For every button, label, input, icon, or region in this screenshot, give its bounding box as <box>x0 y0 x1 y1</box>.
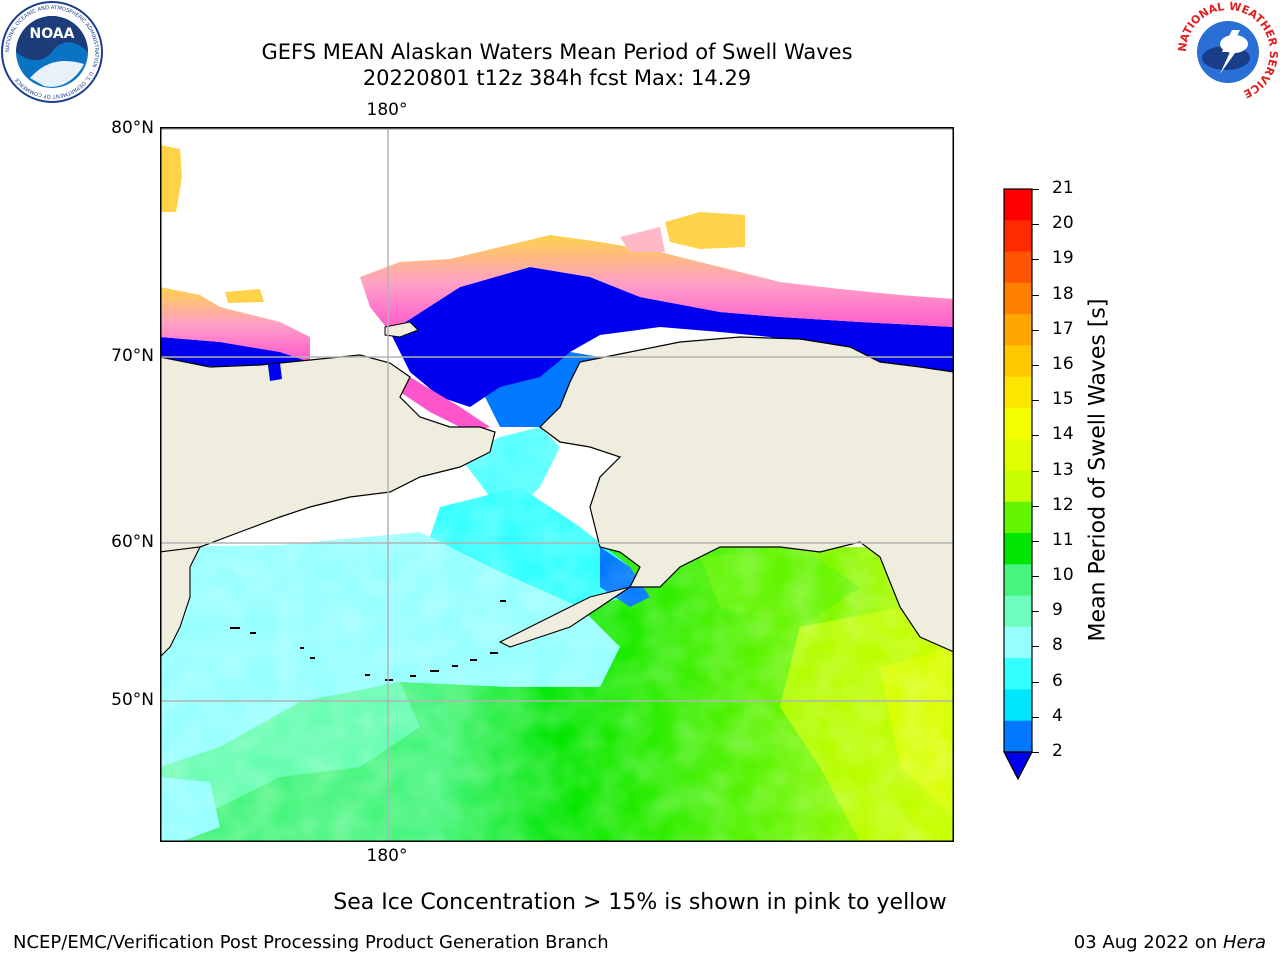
lat-label-80n: 80°N <box>111 118 154 138</box>
footer-date: 03 Aug 2022 on Hera <box>1074 932 1266 953</box>
footer-date-text: 03 Aug 2022 on <box>1073 932 1223 953</box>
colorbar-segment <box>1004 533 1032 565</box>
noaa-logo-text: NOAA <box>30 26 75 42</box>
colorbar-tick-mark <box>1032 294 1039 296</box>
colorbar-label: Mean Period of Swell Waves [s] <box>1085 298 1111 642</box>
nws-logo: NATIONAL WEATHER SERVICE <box>1176 0 1280 102</box>
colorbar-tick-mark <box>1032 611 1039 613</box>
colorbar-tick-label: 11 <box>1052 529 1074 550</box>
colorbar-tick-mark <box>1032 681 1039 683</box>
colorbar-tick-label: 9 <box>1052 600 1063 621</box>
colorbar-segment <box>1004 251 1032 284</box>
colorbar-tick-mark <box>1032 752 1039 753</box>
colorbar-tick-mark <box>1032 224 1039 226</box>
colorbar-tick-label: 2 <box>1052 741 1063 761</box>
colorbar-tick-label: 6 <box>1052 670 1063 691</box>
colorbar-tick-mark <box>1032 435 1039 437</box>
map-panel <box>160 127 954 842</box>
colorbar-tick-mark <box>1032 259 1039 261</box>
colorbar-tick-mark <box>1032 400 1039 402</box>
colorbar-tick-mark <box>1032 716 1039 718</box>
colorbar-tick-label: 17 <box>1052 318 1074 339</box>
colorbar-segment <box>1004 439 1032 471</box>
colorbar-tick-mark <box>1032 329 1039 331</box>
sea-ice-band <box>360 235 954 332</box>
colorbar <box>1003 188 1033 781</box>
colorbar-tick-label: 13 <box>1052 459 1074 480</box>
colorbar-segment <box>1004 501 1032 534</box>
colorbar-tick-label: 8 <box>1052 635 1063 656</box>
colorbar-tick-mark <box>1032 576 1039 578</box>
lat-label-70n: 70°N <box>111 346 154 366</box>
colorbar-tick-label: 15 <box>1052 389 1074 410</box>
kamchatka <box>160 546 201 658</box>
alaska-landmass <box>539 336 954 653</box>
alaska-peninsula <box>498 586 631 648</box>
colorbar-tick-label: 20 <box>1052 213 1074 234</box>
noaa-logo: NATIONAL OCEANIC AND ATMOSPHERIC ADMINIS… <box>1 1 103 103</box>
colorbar-segment <box>1004 658 1032 690</box>
colorbar-segment <box>1004 314 1032 346</box>
colorbar-segment <box>1004 470 1032 503</box>
lat-label-60n: 60°N <box>111 532 154 552</box>
colorbar-tick-mark <box>1032 540 1039 542</box>
colorbar-segment <box>1004 376 1032 409</box>
colorbar-tick-label: 4 <box>1052 705 1063 726</box>
colorbar-segment <box>1004 626 1032 659</box>
lon-label-top: 180° <box>366 100 408 120</box>
chart-title: GEFS MEAN Alaskan Waters Mean Period of … <box>261 40 853 64</box>
colorbar-tick-mark <box>1032 189 1039 190</box>
aleutian-islands <box>230 600 506 681</box>
colorbar-tick-mark <box>1032 364 1039 366</box>
colorbar-segment <box>1004 345 1032 378</box>
colorbar-segment <box>1004 564 1032 597</box>
lon-label-bottom: 180° <box>366 846 408 866</box>
colorbar-tick-label: 16 <box>1052 353 1074 374</box>
colorbar-tick-label: 10 <box>1052 565 1074 586</box>
colorbar-segment <box>1004 189 1032 221</box>
arctic-swell-field <box>390 267 954 407</box>
colorbar-segment <box>1004 689 1032 722</box>
footer-host: Hera <box>1222 932 1266 953</box>
colorbar-tick-mark <box>1032 505 1039 507</box>
colorbar-segment <box>1004 220 1032 253</box>
footer-credit: NCEP/EMC/Verification Post Processing Pr… <box>13 932 609 953</box>
colorbar-tick-label: 19 <box>1052 248 1074 269</box>
colorbar-segment <box>1004 407 1032 440</box>
sea-ice-note: Sea Ice Concentration > 15% is shown in … <box>333 890 947 915</box>
graticule <box>160 127 954 842</box>
colorbar-tick-mark <box>1032 470 1039 472</box>
chart-subtitle: 20220801 t12z 384h fcst Max: 14.29 <box>362 66 752 90</box>
lat-label-50n: 50°N <box>111 690 154 710</box>
colorbar-tick-label: 18 <box>1052 283 1074 304</box>
colorbar-segment <box>1004 595 1032 628</box>
colorbar-tick-label: 21 <box>1052 178 1074 198</box>
colorbar-segment <box>1004 720 1032 753</box>
colorbar-tick-label: 14 <box>1052 424 1074 445</box>
colorbar-tick-label: 12 <box>1052 494 1074 515</box>
colorbar-tick-mark <box>1032 646 1039 648</box>
colorbar-segment <box>1004 282 1032 315</box>
